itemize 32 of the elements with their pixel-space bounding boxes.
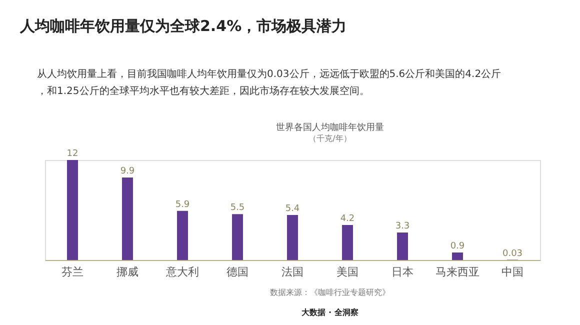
data-label: 12 bbox=[66, 149, 78, 159]
bar bbox=[397, 232, 408, 260]
x-tick-label: 中国 bbox=[502, 266, 524, 278]
x-tick-label: 芬兰 bbox=[62, 266, 84, 278]
source-note: 数据来源：《咖啡行业专题研究》 bbox=[270, 288, 390, 297]
data-label: 4.2 bbox=[340, 214, 355, 224]
x-tick-label: 挪威 bbox=[116, 266, 138, 278]
chart-title: 人均咖啡年饮用量仅为全球2.4%，市场极具潜力 bbox=[19, 17, 347, 35]
text: 世界各国人均咖啡年饮用量 bbox=[276, 122, 384, 133]
bar bbox=[452, 252, 463, 260]
x-tick-label: 德国 bbox=[226, 266, 248, 278]
x-tick-label: 法国 bbox=[282, 266, 304, 278]
x-tick-label: 美国 bbox=[336, 266, 358, 278]
bar bbox=[232, 214, 243, 260]
data-label: 0.9 bbox=[450, 242, 465, 252]
text: 大数据 · 全洞察 bbox=[302, 307, 358, 317]
data-label: 5.9 bbox=[175, 200, 190, 210]
bar bbox=[287, 215, 298, 260]
text: （千克/年） bbox=[308, 134, 352, 143]
chart-subtitle: 从人均饮用量上看，目前我国咖啡人均年饮用量仅为0.03公斤，远远低于欧盟的5.6公斤和美国的4.2公斤，和1.25公斤的全球平均水平也有较大差距，因此市场存在较大发展空间。 bbox=[37, 68, 502, 97]
x-tick-label: 日本 bbox=[392, 266, 414, 278]
data-label: 5.4 bbox=[285, 204, 300, 214]
bar bbox=[67, 160, 78, 260]
bar bbox=[122, 178, 133, 260]
data-label: 0.03 bbox=[502, 248, 523, 259]
x-tick-label: 意大利 bbox=[165, 266, 199, 278]
data-label: 5.5 bbox=[230, 203, 245, 214]
x-tick-label: 马来西亚 bbox=[436, 266, 480, 278]
bar bbox=[342, 225, 353, 260]
data-label: 3.3 bbox=[395, 222, 410, 232]
bar bbox=[177, 210, 188, 260]
data-label: 9.9 bbox=[120, 166, 135, 176]
